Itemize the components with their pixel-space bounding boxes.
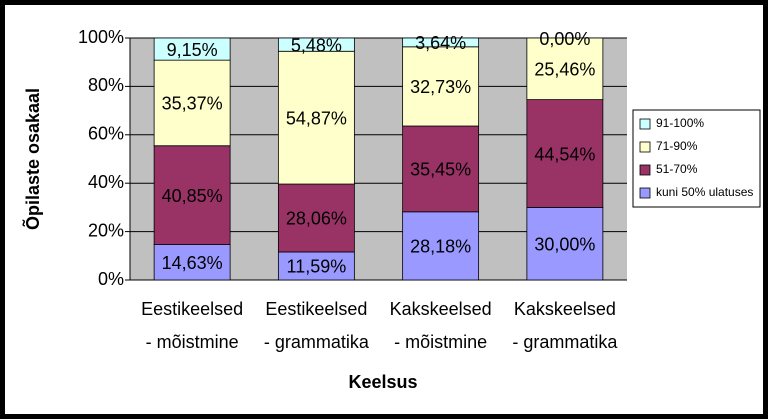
y-tick-label: 40%	[88, 172, 124, 192]
data-label: 40,85%	[162, 186, 223, 206]
x-tick-label: - grammatika	[512, 332, 618, 352]
data-label: 54,87%	[286, 108, 347, 128]
data-label: 25,46%	[534, 60, 595, 80]
legend	[632, 109, 761, 208]
legend-label: 71-90%	[656, 139, 698, 153]
bar-segment	[526, 37, 604, 101]
data-label: 32,73%	[410, 77, 471, 97]
y-tick-label: 0%	[98, 269, 124, 289]
y-tick-label: 100%	[78, 27, 124, 47]
bar-segment	[153, 37, 231, 61]
bar-segment	[526, 99, 604, 208]
data-label: 30,00%	[534, 234, 595, 254]
y-tick-label: 80%	[88, 75, 124, 95]
data-label: 11,59%	[287, 257, 347, 277]
data-label: 9,15%	[167, 40, 218, 60]
data-label: 28,06%	[286, 209, 347, 229]
bar-segment	[277, 183, 355, 253]
data-label: 0,00%	[539, 29, 590, 49]
data-label: 35,37%	[162, 94, 223, 114]
bar-segment	[402, 125, 480, 213]
x-tick-label: Kakskeelsed	[390, 299, 492, 319]
bar-segment	[402, 37, 480, 48]
legend-swatch	[639, 118, 651, 130]
bar-segment	[277, 251, 355, 281]
data-label: 35,45%	[410, 160, 471, 180]
data-label: 28,18%	[410, 237, 471, 257]
bar-segment	[402, 211, 480, 281]
bar-segment	[153, 145, 231, 245]
x-tick-label: Eestikeelsed	[265, 299, 367, 319]
legend-label: 91-100%	[656, 116, 704, 130]
bar-segment	[526, 206, 604, 281]
legend-swatch	[639, 187, 651, 199]
x-axis-title: Keelsus	[348, 372, 417, 392]
data-label: 14,63%	[162, 253, 223, 273]
bar-segment	[153, 59, 231, 147]
y-axis-title: Õpilaste osakaal	[22, 88, 43, 230]
legend-label: 51-70%	[656, 162, 698, 176]
data-label: 3,64%	[415, 33, 466, 53]
x-tick-label: Kakskeelsed	[514, 299, 616, 319]
x-tick-label: - grammatika	[264, 332, 370, 352]
x-tick-label: - mõistmine	[394, 332, 487, 352]
y-tick-label: 60%	[88, 124, 124, 144]
legend-swatch	[639, 141, 651, 153]
data-label: 44,54%	[534, 144, 595, 164]
bar-segment	[153, 244, 231, 281]
data-label: 5,48%	[291, 35, 342, 55]
y-tick-label: 20%	[88, 220, 124, 240]
bar-segment	[277, 37, 355, 52]
legend-swatch	[639, 164, 651, 176]
legend-label: kuni 50% ulatuses	[656, 185, 753, 199]
bar-segment	[277, 50, 355, 185]
x-tick-label: Eestikeelsed	[141, 299, 243, 319]
bar-segment	[402, 46, 480, 127]
x-tick-label: - mõistmine	[146, 332, 239, 352]
